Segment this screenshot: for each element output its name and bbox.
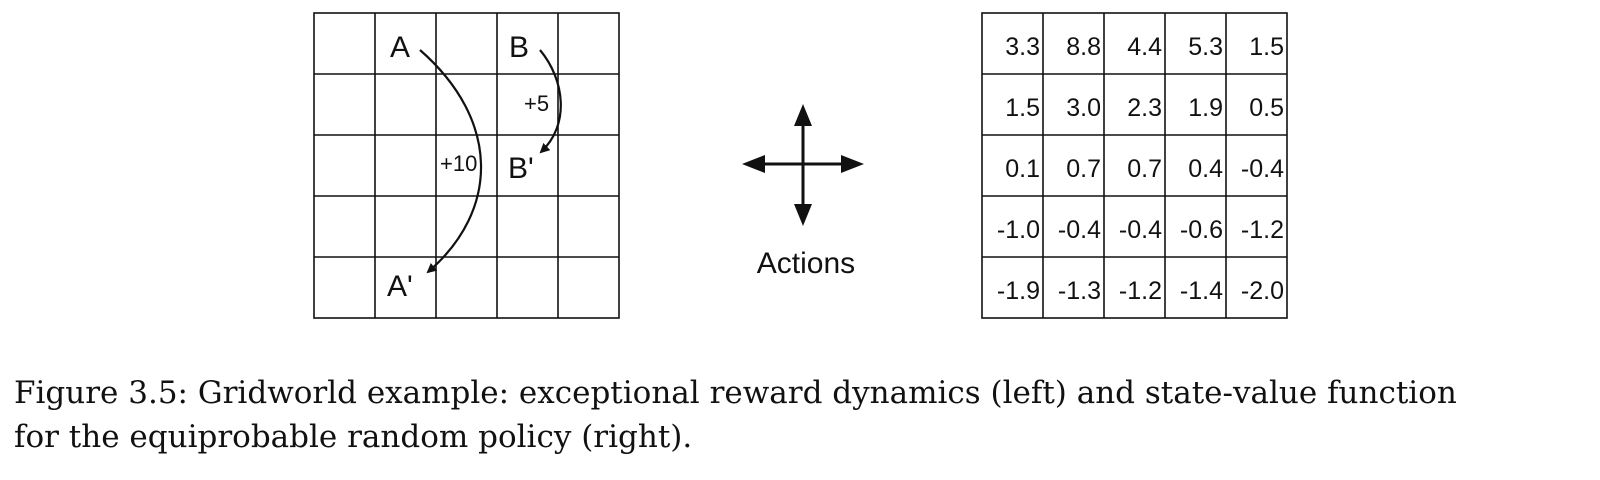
state-value-cell: -2.0: [1241, 277, 1284, 305]
state-value-cell: -0.6: [1180, 216, 1223, 244]
state-value-grid: 3.3 8.8 4.4 5.3 1.5 1.5 3.0 2.3 1.9 0.5 0.1 0.7 0.7 0…: [981, 12, 1288, 319]
state-value-cell: 0.7: [1066, 155, 1101, 183]
state-value-cell: 3.0: [1066, 94, 1101, 122]
actions-symbol: Actions: [742, 104, 864, 280]
state-value-cell: 0.4: [1188, 155, 1223, 183]
state-B-label: B: [509, 31, 529, 64]
a-to-a-prime-arrow: [419, 49, 483, 274]
actions-label: Actions: [757, 247, 855, 280]
state-value-cell: 1.5: [1005, 94, 1040, 122]
four-direction-arrow-icon: [742, 104, 864, 226]
state-value-cell: -1.0: [997, 216, 1040, 244]
value-grid-border: [981, 12, 1288, 319]
state-value-cell: 0.7: [1127, 155, 1162, 183]
b-to-b-prime-arrow: [539, 49, 562, 154]
state-value-cell: -0.4: [1241, 155, 1284, 183]
state-value-cell: -0.4: [1058, 216, 1101, 244]
state-value-cell: -1.4: [1180, 277, 1223, 305]
state-A-prime-label: A': [387, 270, 413, 303]
caption-line-2: for the equiprobable random policy (righ…: [14, 419, 693, 455]
state-value-cell: -0.4: [1119, 216, 1162, 244]
reward-plus-10-label: +10: [440, 151, 477, 176]
state-value-cell: 0.1: [1005, 155, 1040, 183]
state-value-cell: -1.3: [1058, 277, 1101, 305]
state-value-cell: -1.2: [1119, 277, 1162, 305]
state-value-cell: -1.2: [1241, 216, 1284, 244]
state-value-cell: 1.5: [1249, 33, 1284, 61]
state-B-prime-label: B': [508, 152, 534, 185]
state-value-cell: 1.9: [1188, 94, 1223, 122]
left-grid-border: [313, 12, 620, 319]
state-value-cell: 5.3: [1188, 33, 1223, 61]
state-value-cell: 4.4: [1127, 33, 1162, 61]
state-A-label: A: [390, 31, 410, 64]
state-value-cell: 2.3: [1127, 94, 1162, 122]
reward-dynamics-grid: A B B' A' +5 +10: [313, 12, 620, 319]
state-value-cell: 8.8: [1066, 33, 1101, 61]
state-value-cells: 3.3 8.8 4.4 5.3 1.5 1.5 3.0 2.3 1.9 0.5 0.1 0.7 0.7 0…: [997, 33, 1284, 305]
state-value-cell: 3.3: [1005, 33, 1040, 61]
right-grid-lines: [981, 12, 1288, 319]
caption-line-1: Figure 3.5: Gridworld example: exception…: [14, 375, 1457, 411]
gridworld-figure: A B B' A' +5 +10 Actions 3.3 8.8 4.4 5.3 1.5…: [313, 12, 1288, 319]
state-value-cell: 0.5: [1249, 94, 1284, 122]
figure-caption: Figure 3.5: Gridworld example: exception…: [14, 371, 1589, 459]
state-value-cell: -1.9: [997, 277, 1040, 305]
reward-plus-5-label: +5: [524, 91, 549, 116]
